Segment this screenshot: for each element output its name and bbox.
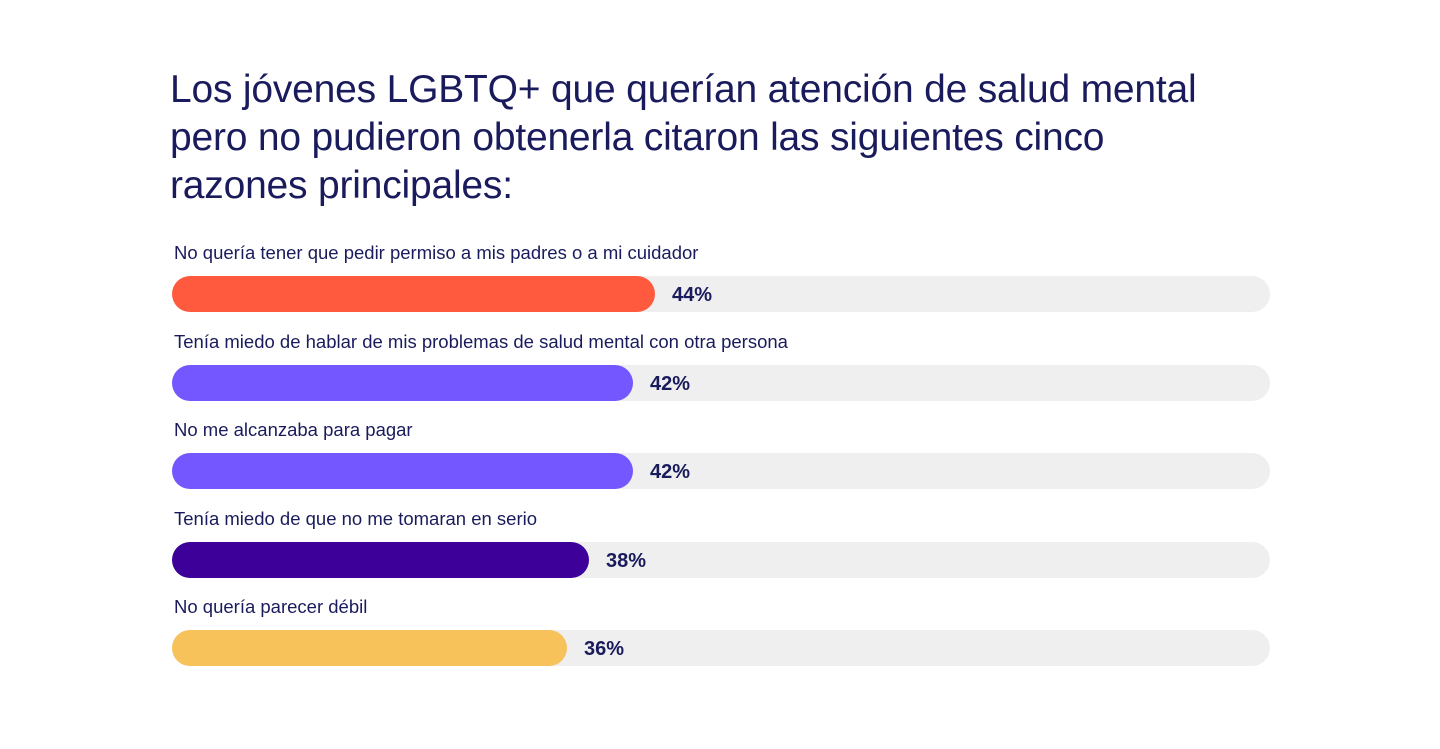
bar-category-label: No me alcanzaba para pagar bbox=[174, 419, 413, 440]
bar-track: 42% bbox=[172, 364, 1270, 401]
bar-row: No quería tener que pedir permiso a mis … bbox=[172, 238, 1270, 327]
bar-row: Tenía miedo de hablar de mis problemas d… bbox=[172, 327, 1270, 416]
bar-track: 42% bbox=[172, 453, 1270, 489]
bar-track: 44% bbox=[172, 276, 1270, 312]
bar bbox=[172, 541, 589, 578]
bar-value-label: 42% bbox=[650, 461, 691, 483]
bar-row: Tenía miedo de que no me tomaran en seri… bbox=[172, 504, 1270, 593]
bar-value-label: 42% bbox=[650, 372, 691, 395]
bar-chart: No quería tener que pedir permiso a mis … bbox=[172, 238, 1270, 681]
bar bbox=[172, 276, 655, 312]
bar-category-label: Tenía miedo de que no me tomaran en seri… bbox=[174, 507, 538, 529]
bar bbox=[172, 630, 567, 666]
chart-title: Los jóvenes LGBTQ+ que querían atención … bbox=[170, 68, 1197, 207]
bar-track: 36% bbox=[172, 630, 1270, 666]
bar-row: No quería parecer débil 36% bbox=[172, 592, 1270, 681]
bar-value-label: 36% bbox=[584, 638, 625, 660]
bar bbox=[172, 453, 633, 489]
bar-category-label: Tenía miedo de hablar de mis problemas d… bbox=[174, 330, 788, 352]
bar-category-label: No quería tener que pedir permiso a mis … bbox=[174, 242, 699, 263]
bar-category-label: No quería parecer débil bbox=[174, 596, 368, 617]
bar-value-label: 44% bbox=[672, 284, 713, 306]
bar-value-label: 38% bbox=[606, 549, 647, 572]
bar bbox=[172, 364, 633, 401]
bar-track: 38% bbox=[172, 541, 1270, 578]
bar-row: No me alcanzaba para pagar 42% bbox=[172, 415, 1270, 504]
